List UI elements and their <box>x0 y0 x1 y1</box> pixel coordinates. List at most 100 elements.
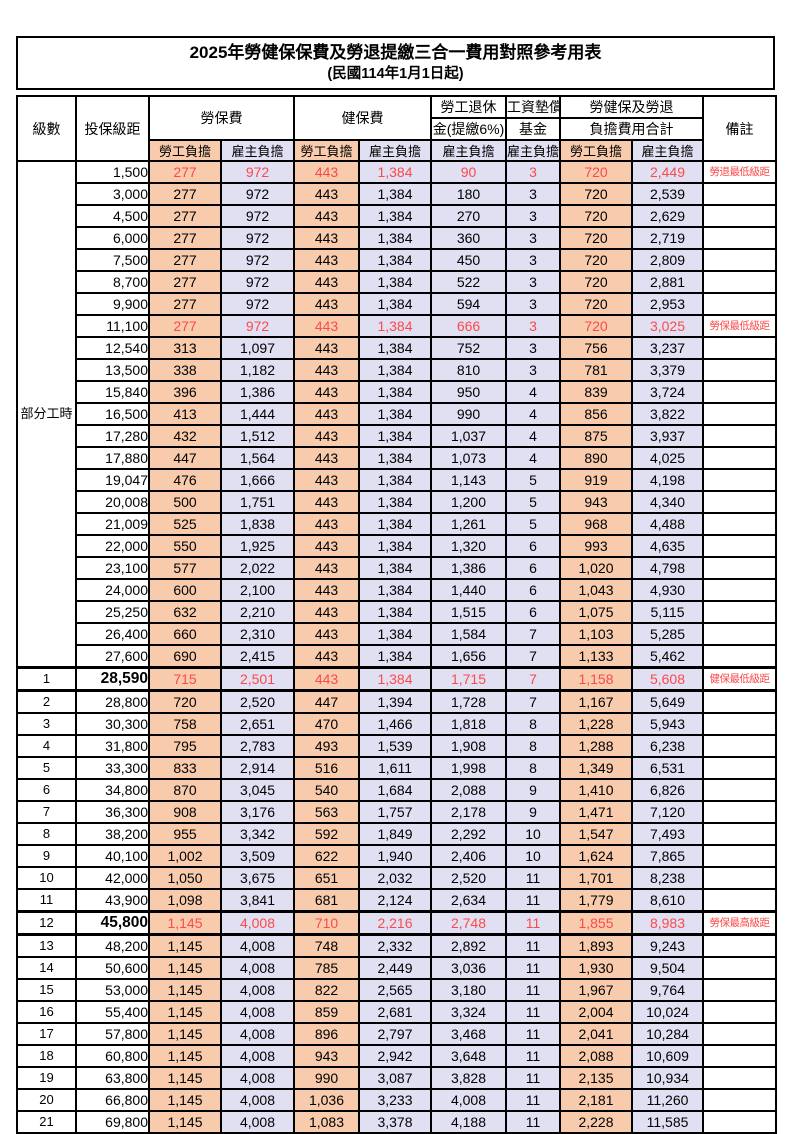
table-row: 5 33,300 833 2,914 516 1,611 1,998 8 1,349 6,531 <box>16 756 777 780</box>
health-employer-cell: 3,087 <box>358 1066 432 1090</box>
subheader-pension-employer: 雇主負擔 <box>430 139 507 162</box>
note-cell <box>702 578 777 602</box>
labor-employee-cell: 1,050 <box>148 866 222 890</box>
health-employee-cell: 563 <box>293 800 360 824</box>
health-employee-cell: 896 <box>293 1022 360 1046</box>
total-employee-cell: 2,088 <box>559 1044 633 1068</box>
table-row: 24,000 600 2,100 443 1,384 1,440 6 1,043 4,930 <box>17 578 777 602</box>
health-employee-cell: 443 <box>293 402 360 426</box>
wage-fund-employer-cell: 3 <box>505 292 561 316</box>
labor-employer-cell: 972 <box>220 204 295 228</box>
pension-employer-cell: 2,892 <box>430 933 507 958</box>
wage-fund-employer-cell: 5 <box>505 512 561 536</box>
col-header-health-insurance: 健保費 <box>293 95 432 141</box>
wage-fund-employer-cell: 8 <box>505 734 561 758</box>
total-employee-cell: 1,133 <box>559 644 633 669</box>
level-cell: 13 <box>16 933 77 958</box>
labor-employee-cell: 447 <box>148 446 222 470</box>
col-header-wage-fund-line2: 基金 <box>505 117 561 141</box>
total-employee-cell: 720 <box>559 292 633 316</box>
note-cell <box>702 822 777 846</box>
total-employer-cell: 7,120 <box>631 800 704 824</box>
table-row: 1 28,590 715 2,501 443 1,384 1,715 7 1,158 5,608 健… <box>16 666 777 692</box>
bracket-cell: 17,280 <box>75 424 150 448</box>
health-employee-cell: 443 <box>293 160 360 184</box>
total-employer-cell: 7,493 <box>631 822 704 846</box>
labor-employer-cell: 2,501 <box>220 666 295 692</box>
health-employee-cell: 443 <box>293 424 360 448</box>
table-row: 13,500 338 1,182 443 1,384 810 3 781 3,379 <box>17 358 777 382</box>
level-cell: 7 <box>16 800 77 824</box>
wage-fund-employer-cell: 3 <box>505 160 561 184</box>
health-employee-cell: 443 <box>293 644 360 669</box>
pension-employer-cell: 450 <box>430 248 507 272</box>
bracket-cell: 15,840 <box>75 380 150 404</box>
wage-fund-employer-cell: 4 <box>505 424 561 448</box>
col-header-total-line1: 勞健保及勞退 <box>559 95 704 119</box>
health-employer-cell: 1,466 <box>358 712 432 736</box>
level-cell: 19 <box>16 1066 77 1090</box>
health-employer-cell: 2,681 <box>358 1000 432 1024</box>
wage-fund-employer-cell: 11 <box>505 1022 561 1046</box>
health-employer-cell: 1,611 <box>358 756 432 780</box>
note-cell <box>702 292 777 316</box>
table-row: 3 30,300 758 2,651 470 1,466 1,818 8 1,228 5,943 <box>16 712 777 736</box>
note-cell <box>702 226 777 250</box>
col-header-pension-line1: 勞工退休 <box>430 95 507 119</box>
total-employer-cell: 2,449 <box>631 160 704 184</box>
pension-employer-cell: 360 <box>430 226 507 250</box>
total-employee-cell: 1,967 <box>559 978 633 1002</box>
wage-fund-employer-cell: 3 <box>505 270 561 294</box>
pension-employer-cell: 3,648 <box>430 1044 507 1068</box>
note-cell <box>702 712 777 736</box>
pension-employer-cell: 1,515 <box>430 600 507 624</box>
bracket-cell: 17,880 <box>75 446 150 470</box>
table-row: 20,008 500 1,751 443 1,384 1,200 5 943 4,340 <box>17 490 777 514</box>
total-employer-cell: 7,865 <box>631 844 704 868</box>
level-cell: 21 <box>16 1110 77 1134</box>
note-cell <box>702 336 777 360</box>
table-row: 23,100 577 2,022 443 1,384 1,386 6 1,020 4,798 <box>17 556 777 580</box>
table-row: 12 45,800 1,145 4,008 710 2,216 2,748 11 1,855 8,… <box>16 910 777 936</box>
table-row: 4,500 277 972 443 1,384 270 3 720 2,629 <box>17 204 777 228</box>
wage-fund-employer-cell: 11 <box>505 910 561 936</box>
total-employer-cell: 3,025 <box>631 314 704 338</box>
table-row: 17,280 432 1,512 443 1,384 1,037 4 875 3,937 <box>17 424 777 448</box>
wage-fund-employer-cell: 10 <box>505 844 561 868</box>
health-employee-cell: 681 <box>293 888 360 913</box>
health-employer-cell: 1,384 <box>358 380 432 404</box>
labor-employee-cell: 277 <box>148 182 222 206</box>
col-header-level: 級數 <box>16 95 77 162</box>
total-employer-cell: 3,379 <box>631 358 704 382</box>
labor-employer-cell: 1,666 <box>220 468 295 492</box>
table-row: 17,880 447 1,564 443 1,384 1,073 4 890 4,025 <box>17 446 777 470</box>
labor-employee-cell: 600 <box>148 578 222 602</box>
health-employee-cell: 540 <box>293 778 360 802</box>
note-cell <box>702 888 777 913</box>
note-cell: 勞退最低級距 <box>702 160 777 184</box>
wage-fund-employer-cell: 6 <box>505 600 561 624</box>
note-cell <box>702 800 777 824</box>
health-employee-cell: 443 <box>293 380 360 404</box>
total-employee-cell: 1,624 <box>559 844 633 868</box>
bracket-cell: 40,100 <box>75 844 150 868</box>
health-employee-cell: 443 <box>293 578 360 602</box>
wage-fund-employer-cell: 4 <box>505 380 561 404</box>
table-row: 17 57,800 1,145 4,008 896 2,797 3,468 11 2,041 10… <box>16 1022 777 1046</box>
health-employer-cell: 1,384 <box>358 490 432 514</box>
note-cell <box>702 248 777 272</box>
labor-employee-cell: 833 <box>148 756 222 780</box>
note-cell <box>702 556 777 580</box>
labor-employer-cell: 1,751 <box>220 490 295 514</box>
subheader-labor-employer: 雇主負擔 <box>220 139 295 162</box>
health-employee-cell: 443 <box>293 336 360 360</box>
pension-employer-cell: 90 <box>430 160 507 184</box>
level-cell: 6 <box>16 778 77 802</box>
total-employer-cell: 9,243 <box>631 933 704 958</box>
table-row: 8,700 277 972 443 1,384 522 3 720 2,881 <box>17 270 777 294</box>
health-employee-cell: 443 <box>293 226 360 250</box>
labor-employee-cell: 396 <box>148 380 222 404</box>
note-cell <box>702 1110 777 1134</box>
labor-employer-cell: 1,444 <box>220 402 295 426</box>
wage-fund-employer-cell: 3 <box>505 358 561 382</box>
